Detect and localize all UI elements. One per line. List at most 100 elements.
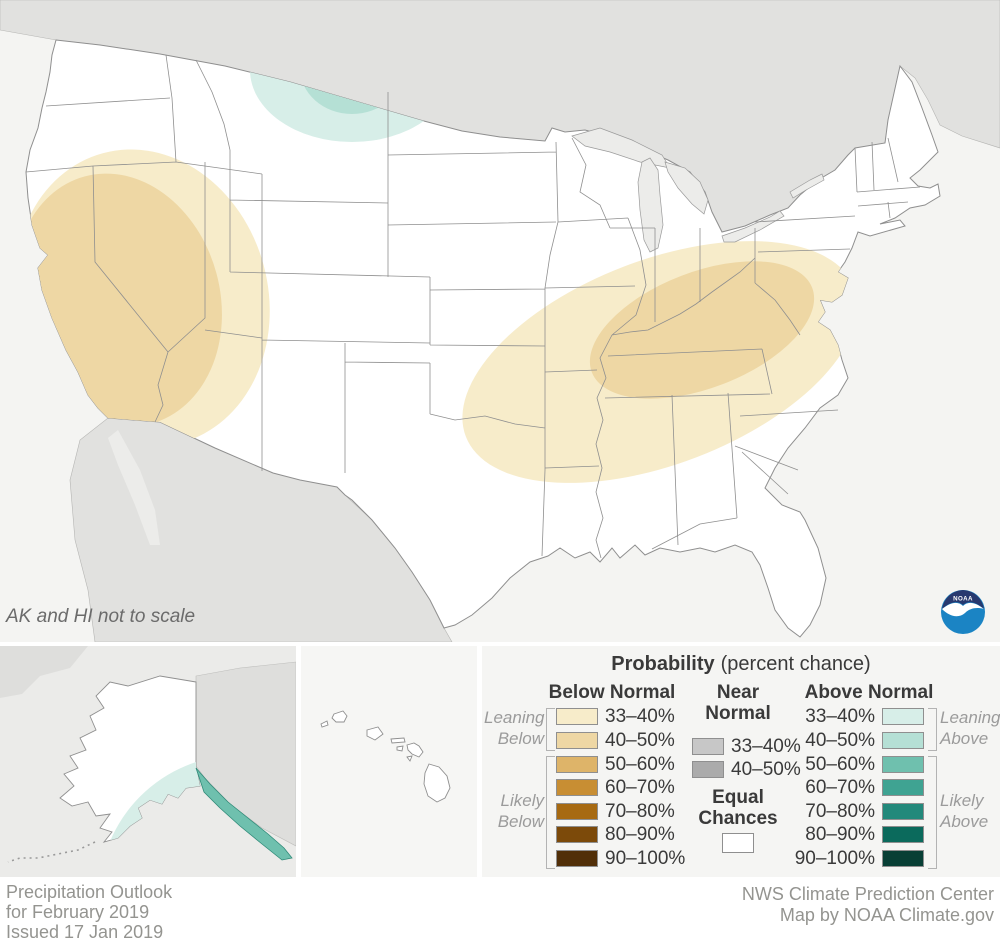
usa-outline	[25, 39, 941, 638]
legend-swatch	[882, 803, 924, 820]
label-line: Leaning	[484, 708, 545, 727]
label-leaning-below: Leaning Below	[484, 707, 545, 749]
legend-title: Probability (percent chance)	[482, 653, 1000, 676]
legend-range-label: 70–80%	[605, 801, 675, 822]
footer-title: Precipitation Outlook for February 2019 …	[6, 882, 172, 938]
footer-credit-line1: NWS Climate Prediction Center	[741, 884, 994, 904]
legend-row: 50–60%	[782, 755, 924, 774]
legend-row: 33–40%	[782, 707, 924, 726]
label-equal-chances: Equal Chances	[678, 787, 798, 829]
lake-ontario	[789, 173, 825, 199]
legend-row: 40–50%	[556, 730, 675, 751]
legend-panel: Probability (percent chance) Below Normal…	[482, 646, 1000, 877]
island-kahoolawe	[406, 755, 413, 762]
legend-swatch	[882, 850, 924, 867]
label-line: Likely	[500, 791, 544, 810]
island-niihau	[320, 720, 329, 728]
lake-erie	[721, 210, 785, 243]
legend-swatch	[882, 779, 924, 796]
legend-row: 90–100%	[782, 849, 924, 868]
lake-michigan	[637, 157, 664, 253]
legend-swatch	[882, 732, 924, 749]
probability-shading	[26, 40, 858, 483]
equal-chances-swatch	[722, 833, 754, 853]
hawaii-inset-svg	[320, 710, 451, 803]
legend-row: 40–50%	[692, 759, 801, 780]
alaska-inset-svg	[0, 646, 297, 877]
lake-huron	[664, 161, 709, 215]
canada-landmass-inset	[195, 661, 297, 847]
island-hawaii	[423, 763, 451, 803]
legend-row: 33–40%	[692, 737, 801, 756]
label-leaning-above: Leaning Above	[940, 707, 1000, 749]
conus-map-svg	[0, 0, 1000, 642]
label-line: Leaning	[940, 708, 1000, 727]
hawaii-inset-panel	[301, 646, 477, 877]
legend-swatch	[882, 708, 924, 725]
scale-note: AK and HI not to scale	[6, 606, 196, 627]
legend-swatch	[556, 826, 598, 843]
legend-range-label: 80–90%	[805, 824, 875, 845]
legend-range-label: 60–70%	[805, 777, 875, 798]
label-likely-above: Likely Above	[940, 790, 1000, 832]
bracket-likely-above	[928, 756, 937, 869]
legend-swatch	[556, 732, 598, 749]
footer-issued-line: Issued 17 Jan 2019	[6, 922, 164, 938]
legend-swatch	[692, 738, 724, 755]
legend-swatch	[556, 779, 598, 796]
legend-range-label: 40–50%	[605, 730, 675, 751]
label-likely-below: Likely Below	[484, 790, 544, 832]
legend-row: 80–90%	[556, 824, 675, 845]
noaa-logo-gull-icon	[942, 602, 984, 617]
legend-range-label: 40–50%	[731, 759, 801, 780]
legend-row: 40–50%	[782, 730, 924, 751]
legend-swatch	[692, 761, 724, 778]
aleutian-islands	[7, 841, 96, 863]
island-maui	[406, 742, 424, 758]
legend-row: 60–70%	[556, 777, 675, 798]
legend-row: 80–90%	[782, 824, 924, 845]
great-lakes	[571, 127, 825, 253]
legend-range-label: 60–70%	[605, 777, 675, 798]
footer-credit: NWS Climate Prediction Center Map by NOA…	[742, 884, 994, 926]
legend-range-label: 70–80%	[805, 801, 875, 822]
legend-swatch	[556, 850, 598, 867]
footer-credit-line2: Map by NOAA Climate.gov	[779, 905, 994, 925]
legend-swatch	[556, 756, 598, 773]
label-line: Below	[497, 729, 544, 748]
conus-map: AK and HI not to scale NOAA	[0, 0, 1000, 642]
siberia-landmass	[0, 646, 88, 698]
legend-swatch	[556, 803, 598, 820]
legend-row: 33–40%	[556, 706, 675, 727]
island-oahu	[366, 726, 384, 741]
label-line: Chances	[698, 808, 778, 829]
noaa-logo: NOAA	[941, 590, 985, 634]
blob-ohio-below-inner	[589, 261, 815, 399]
gulf-of-california	[108, 430, 160, 545]
legend-range-label: 80–90%	[605, 824, 675, 845]
label-line: Equal	[712, 787, 764, 808]
legend-swatch	[556, 708, 598, 725]
legend-row: 70–80%	[782, 801, 924, 822]
legend-swatch	[882, 756, 924, 773]
noaa-logo-text: NOAA	[953, 596, 973, 603]
legend-range-label: 40–50%	[805, 730, 875, 751]
state-borders	[25, 54, 921, 559]
island-lanai	[396, 745, 404, 752]
legend-range-label: 33–40%	[605, 706, 675, 727]
legend-range-label: 50–60%	[605, 754, 675, 775]
legend-header-above-normal: Above Normal	[804, 682, 934, 703]
legend-range-label: 90–100%	[605, 848, 686, 869]
label-line: Above	[940, 812, 989, 831]
alaska-panhandle	[195, 767, 293, 861]
footer-title-line2: for February 2019	[6, 902, 150, 922]
alaska-inset-panel	[0, 646, 297, 877]
legend-swatch	[882, 826, 924, 843]
legend-row: 60–70%	[782, 777, 924, 798]
legend-header-near-normal: Near Normal	[678, 682, 798, 724]
legend-header-below-normal: Below Normal	[548, 682, 676, 703]
bracket-likely-below	[546, 756, 555, 869]
legend-row: 50–60%	[556, 754, 675, 775]
footer-title-line1: Precipitation Outlook	[6, 882, 173, 902]
